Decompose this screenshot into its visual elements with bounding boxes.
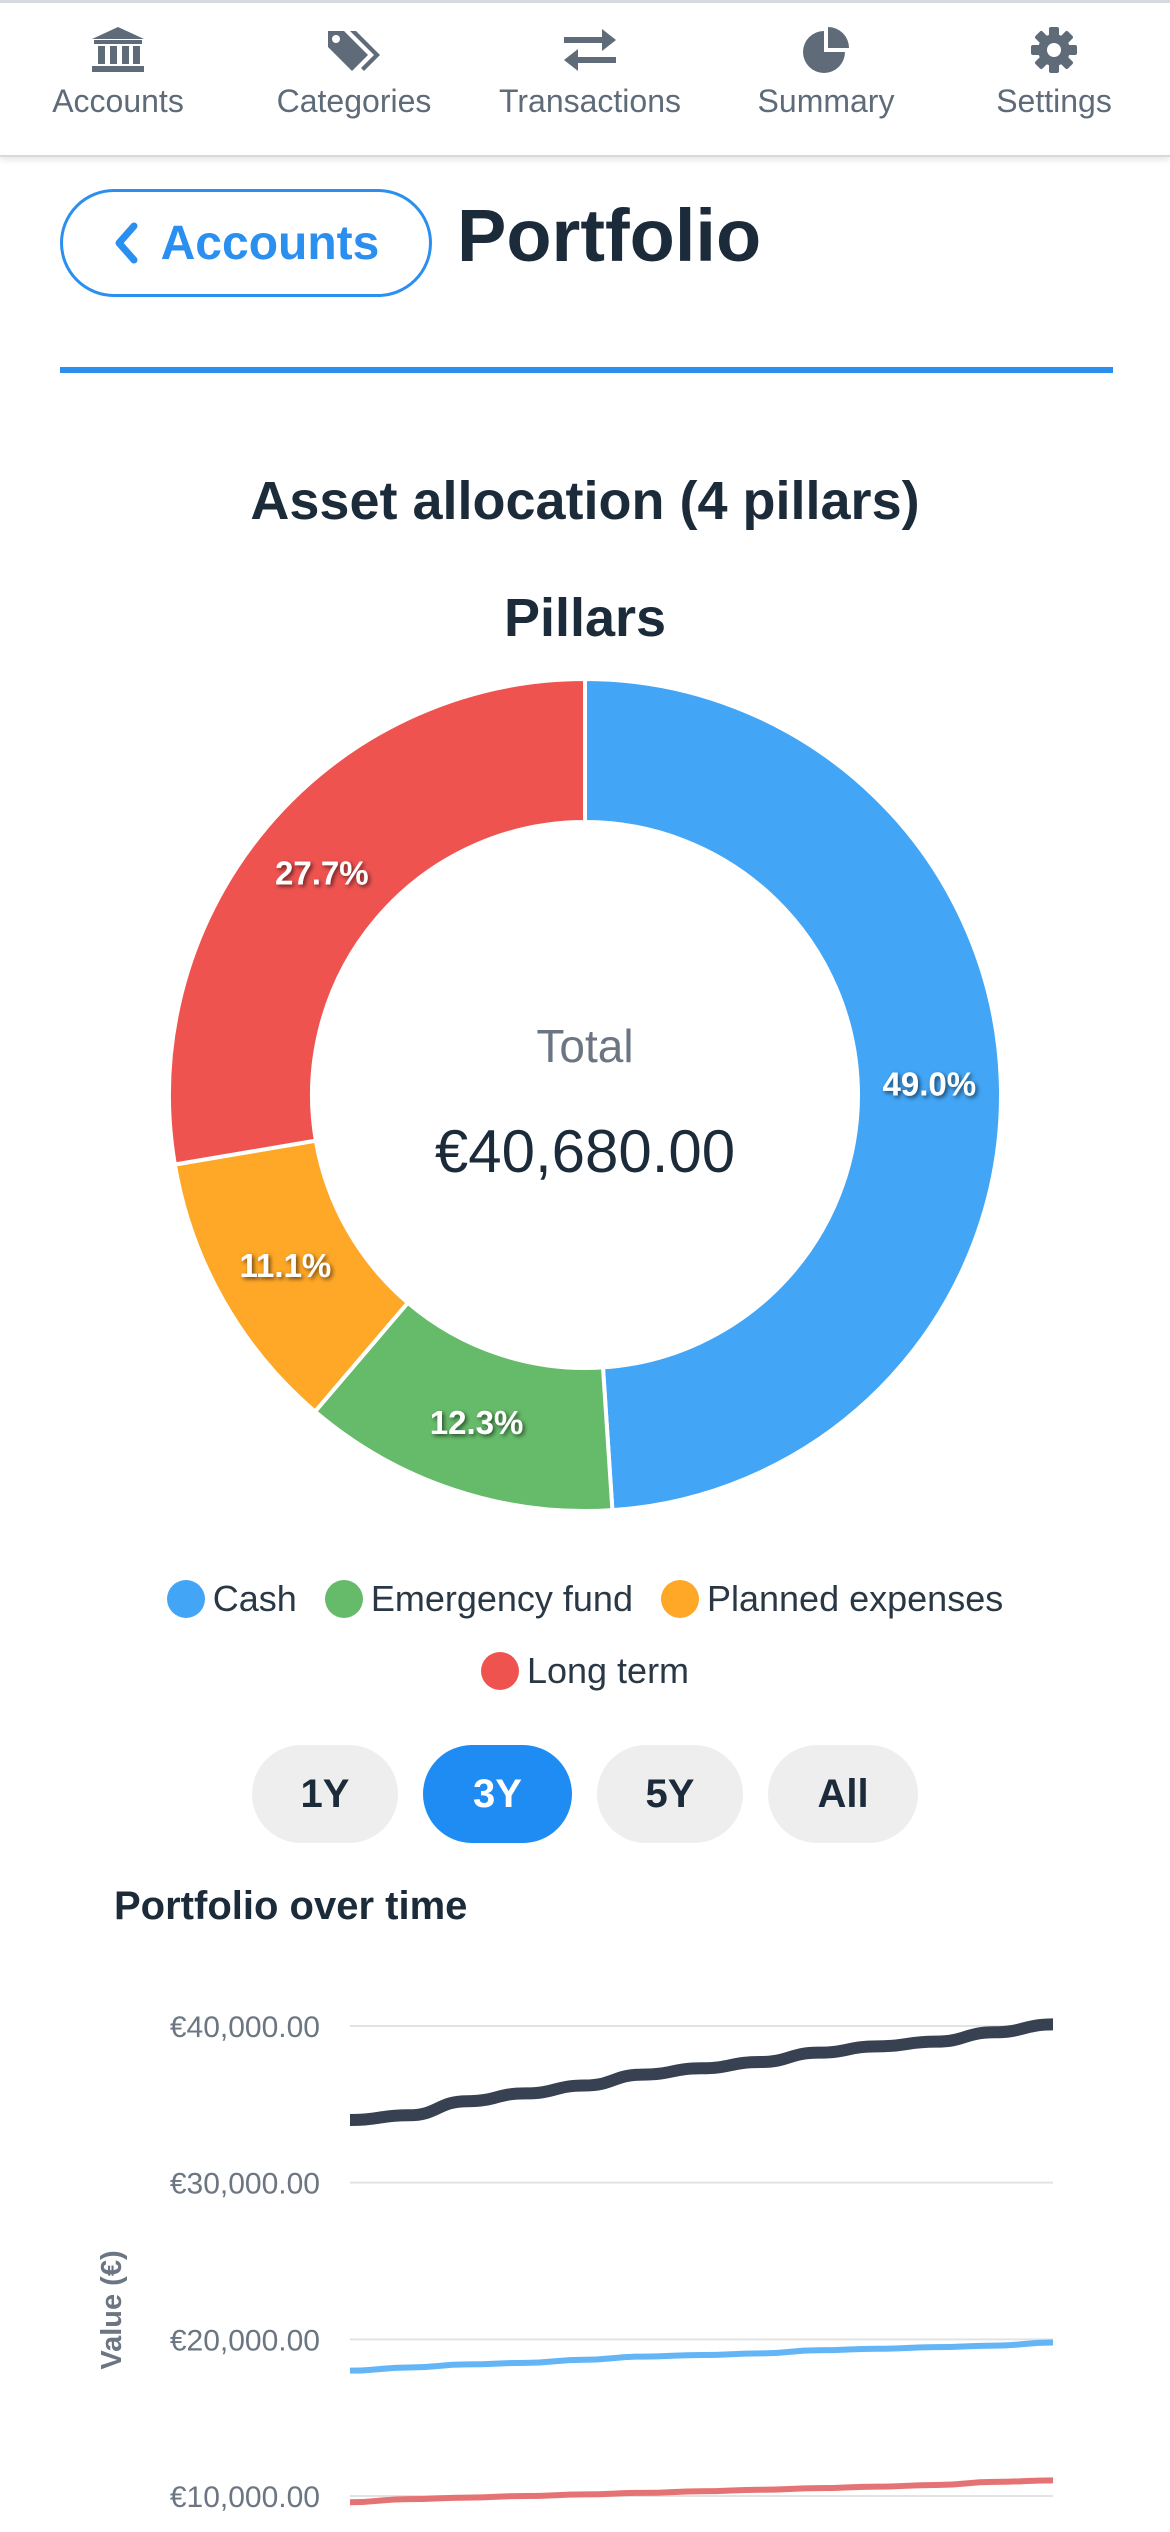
- range-button-3y[interactable]: 3Y: [423, 1745, 572, 1843]
- top-navigation: Accounts Categories Transactions Summary: [0, 0, 1170, 157]
- legend-label: Emergency fund: [370, 1578, 633, 1619]
- legend-item-emergency-fund[interactable]: Emergency fund: [324, 1578, 633, 1620]
- nav-label-accounts: Accounts: [52, 83, 184, 119]
- nav-item-accounts[interactable]: Accounts: [0, 25, 236, 145]
- legend-swatch: [660, 1580, 699, 1618]
- y-axis-label: Value (€): [96, 2250, 128, 2369]
- legend-item-planned-expenses[interactable]: Planned expenses: [660, 1578, 1004, 1620]
- chart-legend: Cash Emergency fund Planned expenses: [0, 1578, 1170, 1620]
- series-line-2[interactable]: [349, 2477, 1054, 2506]
- pillars-donut-chart: 49.0% 12.3% 11.1% 27.7%: [167, 676, 1003, 1513]
- tags-icon: [328, 31, 380, 71]
- legend-swatch: [324, 1580, 363, 1618]
- legend-swatch: [166, 1580, 205, 1618]
- back-button-label: Accounts: [160, 216, 380, 270]
- donut-slice-long-term[interactable]: [167, 676, 587, 1167]
- donut-center-value: €40,680.00: [434, 1118, 736, 1185]
- legend-item-cash[interactable]: Cash: [166, 1578, 297, 1620]
- allocation-title: Asset allocation (4 pillars): [250, 471, 920, 531]
- nav-label-settings: Settings: [996, 83, 1112, 119]
- y-tick-label: €10,000.00: [170, 2481, 320, 2514]
- chart-legend-row-2: Long term: [0, 1650, 1170, 1692]
- nav-item-settings[interactable]: Settings: [936, 25, 1170, 145]
- legend-label: Long term: [526, 1650, 690, 1691]
- legend-label: Cash: [212, 1578, 297, 1619]
- donut-data-label: 11.1%: [240, 1247, 332, 1284]
- chevron-left-icon: [115, 222, 138, 264]
- bank-icon: [92, 27, 144, 72]
- range-button-all[interactable]: All: [768, 1745, 918, 1843]
- portfolio-line-chart: €40,000.00 €30,000.00 €20,000.00 €10,000.00…: [96, 2011, 1054, 2514]
- range-button-1y[interactable]: 1Y: [252, 1745, 398, 1843]
- donut-data-label: 27.7%: [275, 855, 369, 892]
- legend-item-long-term[interactable]: Long term: [480, 1650, 690, 1692]
- y-tick-label: €20,000.00: [170, 2324, 320, 2357]
- y-tick-label: €40,000.00: [170, 2011, 320, 2044]
- range-button-5y[interactable]: 5Y: [597, 1745, 743, 1843]
- legend-swatch: [480, 1652, 519, 1690]
- y-tick-label: €30,000.00: [170, 2168, 320, 2201]
- exchange-arrows-icon: [564, 29, 616, 71]
- page-title: Portfolio: [457, 194, 762, 277]
- line-chart-title: Portfolio over time: [114, 1884, 468, 1928]
- nav-item-categories[interactable]: Categories: [236, 25, 472, 145]
- header-divider: [60, 367, 1113, 373]
- nav-item-summary[interactable]: Summary: [708, 25, 944, 145]
- nav-label-categories: Categories: [276, 83, 432, 119]
- nav-item-transactions[interactable]: Transactions: [472, 25, 708, 145]
- donut-center-label: Total: [536, 1020, 634, 1072]
- gear-icon: [1031, 27, 1077, 73]
- donut-slice-cash[interactable]: [583, 676, 1003, 1513]
- donut-data-label: 12.3%: [430, 1404, 524, 1441]
- pie-chart-icon: [803, 27, 849, 73]
- donut-data-label: 49.0%: [883, 1066, 977, 1103]
- series-line-0[interactable]: [349, 2018, 1054, 2126]
- nav-label-summary: Summary: [757, 83, 895, 119]
- series-line-1[interactable]: [349, 2339, 1054, 2374]
- donut-chart-title: Pillars: [503, 588, 667, 648]
- nav-label-transactions: Transactions: [499, 83, 681, 119]
- back-to-accounts-button[interactable]: Accounts: [60, 189, 432, 297]
- legend-label: Planned expenses: [706, 1578, 1004, 1619]
